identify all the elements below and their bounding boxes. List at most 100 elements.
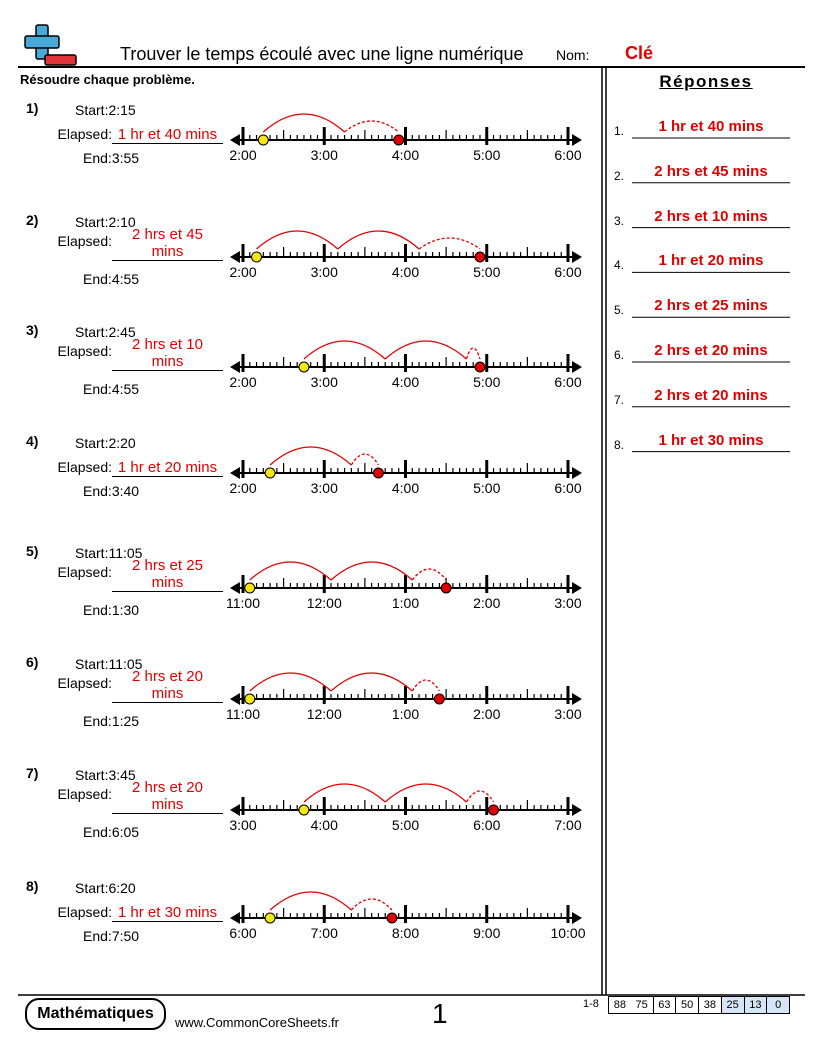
tick-label: 5:00 <box>473 264 500 280</box>
tick-label: 5:00 <box>392 817 419 833</box>
end-value: 3:55 <box>111 150 140 166</box>
arrow-right <box>572 804 582 816</box>
elapsed-underline: 1 hr et 20 mins <box>112 459 223 477</box>
elapsed-answer: 1 hr et 40 mins <box>117 126 218 143</box>
tick-label: 7:00 <box>311 925 338 941</box>
score-box: 63 <box>653 996 677 1014</box>
tick-label: 6:00 <box>473 817 500 833</box>
elapsed-answer: 2 hrs et 45 mins <box>132 226 203 260</box>
arrow-right <box>572 693 582 705</box>
end-label: End: <box>83 713 112 729</box>
tick-label: 6:00 <box>554 480 581 496</box>
elapsed-underline: 2 hrs et 25 mins <box>112 557 223 592</box>
tick-label: 3:00 <box>311 480 338 496</box>
score-box: 13 <box>744 996 768 1014</box>
minute-jump <box>418 237 481 250</box>
arrow-right <box>572 582 582 594</box>
hour-jump <box>269 891 352 911</box>
arrow-left <box>230 467 240 479</box>
answer-text: 2 hrs et 45 mins <box>654 162 768 180</box>
logo-icon <box>24 24 77 66</box>
end-label: End: <box>83 483 112 499</box>
answer-text: 2 hrs et 20 mins <box>654 342 768 359</box>
arrow-left <box>230 693 240 705</box>
tick-label: 5:00 <box>473 147 500 163</box>
problem-number: 1) <box>26 100 39 116</box>
start-time: Start:2:10 <box>75 214 136 230</box>
hour-jump <box>249 561 332 581</box>
hour-jump <box>384 783 467 803</box>
answer-number: 3. <box>614 213 625 228</box>
end-dot <box>386 912 398 924</box>
end-value: 6:05 <box>111 824 140 840</box>
elapsed-answer: 1 hr et 20 mins <box>117 459 218 476</box>
elapsed-underline: 2 hrs et 20 mins <box>112 668 223 703</box>
hour-jump <box>303 340 386 360</box>
answer-text: 1 hr et 30 mins <box>658 431 764 449</box>
end-time: End:1:30 <box>83 602 139 618</box>
worksheet-title: Trouver le temps écoulé avec une ligne n… <box>120 44 524 64</box>
end-time: End:4:55 <box>83 381 139 397</box>
score-box: 0 <box>767 996 790 1014</box>
arrow-right <box>572 912 582 924</box>
arrow-right <box>572 361 582 373</box>
start-dot <box>244 693 256 705</box>
score-range: 1-8 <box>583 998 599 1010</box>
start-dot <box>257 134 269 146</box>
answers-title: Réponses <box>659 72 753 91</box>
hour-jump <box>337 230 420 250</box>
minute-jump <box>465 790 495 803</box>
hour-jump <box>249 672 332 692</box>
hour-jump <box>330 561 413 581</box>
start-label: Start: <box>75 435 109 451</box>
problem-number: 4) <box>26 433 39 449</box>
tick-label: 9:00 <box>473 925 500 941</box>
brand-badge: Mathématiques <box>25 998 166 1030</box>
end-dot <box>488 804 500 816</box>
start-time: Start:6:20 <box>75 880 136 896</box>
problem-number: 2) <box>26 212 39 228</box>
hour-jump <box>262 113 345 133</box>
end-time: End:1:25 <box>83 713 139 729</box>
end-time: End:7:50 <box>83 928 139 944</box>
arrow-right <box>572 134 582 146</box>
start-time: Start:11:05 <box>75 656 142 672</box>
start-label: Start: <box>75 324 109 340</box>
answer-number: 8. <box>614 437 625 452</box>
arrow-right <box>572 251 582 263</box>
tick-label: 11:00 <box>226 595 260 611</box>
end-value: 7:50 <box>111 928 140 944</box>
elapsed-label: Elapsed: <box>57 904 112 920</box>
answer-number: 5. <box>614 303 625 318</box>
end-value: 1:30 <box>111 602 140 618</box>
elapsed-answer: 2 hrs et 20 mins <box>132 779 203 813</box>
end-dot <box>474 361 486 373</box>
end-dot <box>440 582 452 594</box>
tick-label: 4:00 <box>392 147 419 163</box>
minute-jump <box>465 347 481 360</box>
start-value: 2:20 <box>108 435 136 451</box>
tick-label: 6:00 <box>554 264 581 280</box>
arrow-left <box>230 251 240 263</box>
elapsed-label: Elapsed: <box>57 126 112 142</box>
start-value: 6:20 <box>108 880 136 896</box>
tick-label: 12:00 <box>307 595 342 611</box>
tick-label: 5:00 <box>473 374 500 390</box>
tick-label: 7:00 <box>554 817 581 833</box>
start-dot <box>298 361 310 373</box>
tick-label: 4:00 <box>311 817 338 833</box>
elapsed-label: Elapsed: <box>57 459 112 475</box>
tick-label: 3:00 <box>311 374 338 390</box>
tick-label: 2:00 <box>473 706 500 722</box>
name-label: Nom: <box>556 47 590 63</box>
page-number: 1 <box>432 998 448 1029</box>
start-label: Start: <box>75 102 109 118</box>
elapsed-underline: 2 hrs et 45 mins <box>112 226 223 261</box>
end-dot <box>372 467 384 479</box>
problem-number: 5) <box>26 543 39 559</box>
tick-label: 6:00 <box>554 147 581 163</box>
minute-jump <box>411 568 447 581</box>
arrow-left <box>230 804 240 816</box>
